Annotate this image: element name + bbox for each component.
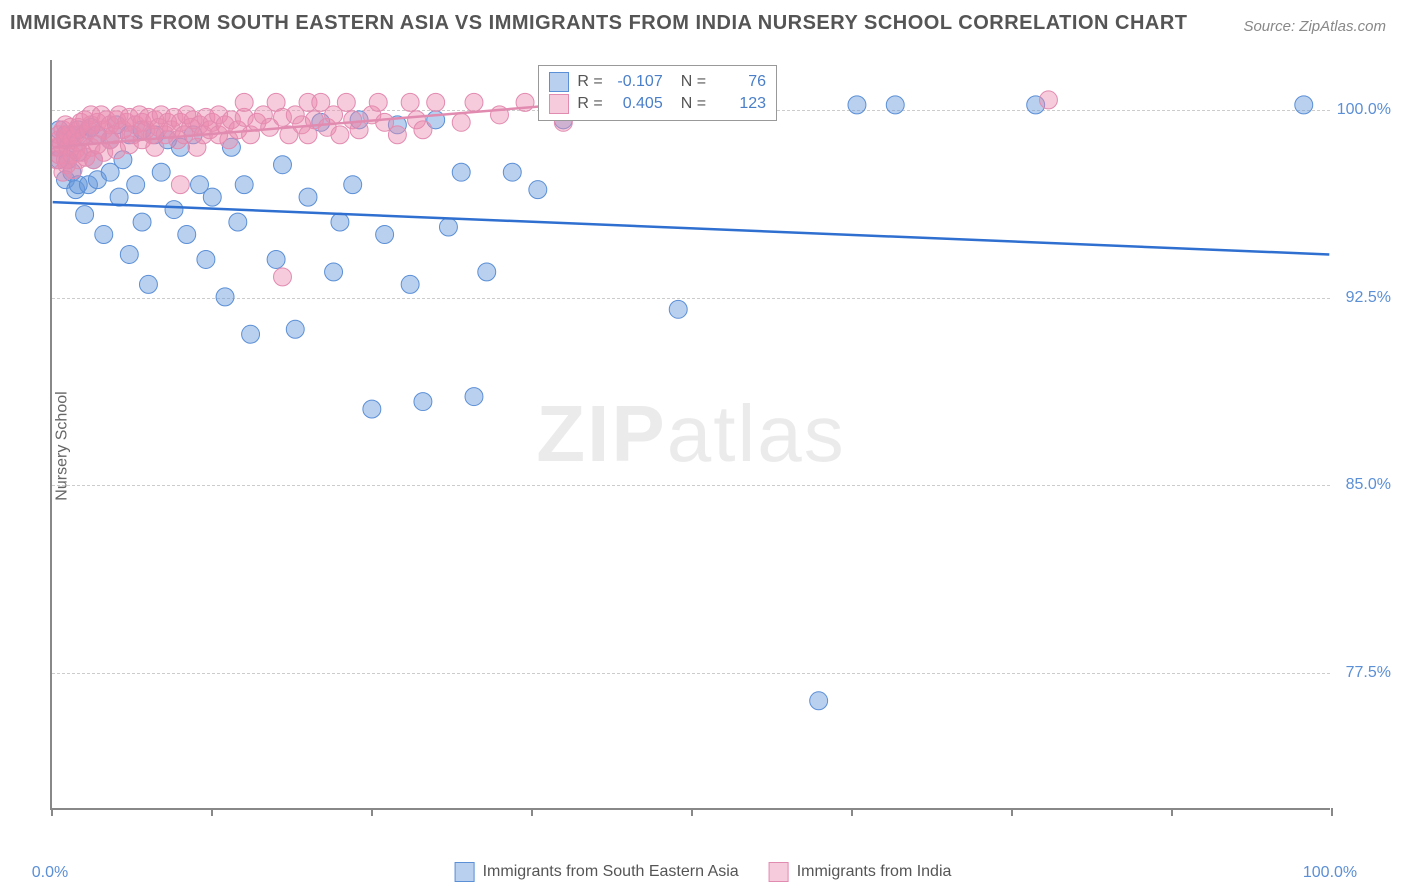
data-point (120, 246, 138, 264)
y-tick-label: 85.0% (1346, 476, 1391, 494)
data-point (286, 320, 304, 338)
legend-swatch (769, 862, 789, 882)
legend-r-value: -0.107 (611, 73, 663, 91)
source-label: Source: ZipAtlas.com (1243, 18, 1386, 35)
data-point (242, 325, 260, 343)
data-point (127, 176, 145, 194)
data-point (1295, 96, 1313, 114)
data-point (350, 121, 368, 139)
x-tick (1331, 808, 1333, 816)
data-point (414, 393, 432, 411)
plot-svg (52, 60, 1330, 808)
data-point (178, 226, 196, 244)
chart-title: IMMIGRANTS FROM SOUTH EASTERN ASIA VS IM… (10, 12, 1187, 35)
data-point (76, 206, 94, 224)
x-tick (1011, 808, 1013, 816)
data-point (197, 250, 215, 268)
data-point (325, 263, 343, 281)
data-point (299, 188, 317, 206)
data-point (139, 275, 157, 293)
data-point (267, 250, 285, 268)
x-tick (531, 808, 533, 816)
y-tick-label: 100.0% (1337, 101, 1391, 119)
data-point (235, 176, 253, 194)
legend-r-label: R = (577, 95, 602, 113)
legend-row: R = -0.107 N = 76 (549, 72, 766, 92)
legend-n-label: N = (681, 95, 706, 113)
data-point (401, 93, 419, 111)
data-point (401, 275, 419, 293)
x-tick (691, 808, 693, 816)
data-point (529, 181, 547, 199)
data-point (669, 300, 687, 318)
y-tick-label: 92.5% (1346, 289, 1391, 307)
legend-swatch (549, 94, 569, 114)
data-point (331, 213, 349, 231)
y-tick-label: 77.5% (1346, 664, 1391, 682)
x-tick-label: 0.0% (32, 864, 68, 882)
data-point (229, 213, 247, 231)
data-point (376, 226, 394, 244)
data-point (216, 288, 234, 306)
data-point (331, 126, 349, 144)
data-point (274, 156, 292, 174)
data-point (152, 163, 170, 181)
data-point (465, 388, 483, 406)
bottom-legend-item: Immigrants from South Eastern Asia (455, 862, 739, 882)
data-point (465, 93, 483, 111)
x-tick (1171, 808, 1173, 816)
x-tick (51, 808, 53, 816)
data-point (369, 93, 387, 111)
legend-r-label: R = (577, 73, 602, 91)
x-tick (211, 808, 213, 816)
data-point (363, 400, 381, 418)
x-tick (851, 808, 853, 816)
data-point (427, 93, 445, 111)
data-point (95, 226, 113, 244)
legend-swatch (455, 862, 475, 882)
legend-n-value: 123 (714, 95, 766, 113)
chart-plot-area: ZIPatlas R =-0.107N =76R =0.405N =123 (50, 60, 1330, 810)
data-point (203, 188, 221, 206)
bottom-legend-label: Immigrants from India (797, 863, 952, 881)
legend-r-value: 0.405 (611, 95, 663, 113)
legend-n-value: 76 (714, 73, 766, 91)
data-point (478, 263, 496, 281)
data-point (133, 213, 151, 231)
data-point (165, 201, 183, 219)
data-point (503, 163, 521, 181)
data-point (235, 93, 253, 111)
data-point (388, 126, 406, 144)
bottom-legend-item: Immigrants from India (769, 862, 952, 882)
data-point (274, 268, 292, 286)
data-point (1039, 91, 1057, 109)
data-point (452, 113, 470, 131)
data-point (414, 121, 432, 139)
x-tick-label: 100.0% (1303, 864, 1357, 882)
data-point (439, 218, 457, 236)
data-point (848, 96, 866, 114)
legend-n-label: N = (681, 73, 706, 91)
data-point (171, 176, 189, 194)
bottom-legend-label: Immigrants from South Eastern Asia (483, 863, 739, 881)
data-point (337, 93, 355, 111)
correlation-legend-box: R = -0.107 N = 76 R = 0.405 N = 123 (538, 65, 777, 121)
legend-swatch (549, 72, 569, 92)
x-tick (371, 808, 373, 816)
data-point (810, 692, 828, 710)
bottom-legend: Immigrants from South Eastern Asia Immigr… (455, 862, 952, 882)
data-point (452, 163, 470, 181)
data-point (886, 96, 904, 114)
data-point (344, 176, 362, 194)
legend-row: R = 0.405 N = 123 (549, 94, 766, 114)
